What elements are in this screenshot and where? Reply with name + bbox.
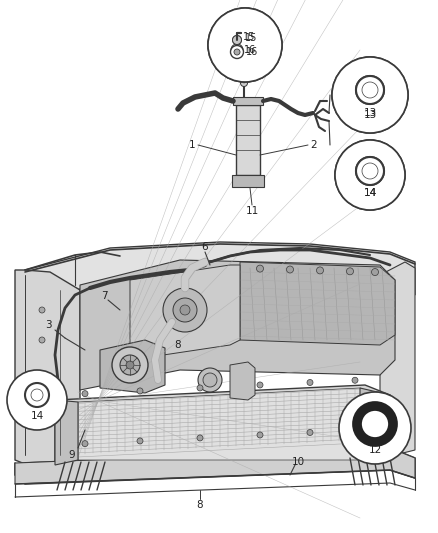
Circle shape bbox=[197, 385, 203, 391]
Text: 8: 8 bbox=[197, 500, 203, 510]
Circle shape bbox=[163, 288, 207, 332]
Circle shape bbox=[362, 82, 378, 98]
Text: 14: 14 bbox=[30, 411, 44, 421]
Circle shape bbox=[208, 8, 282, 82]
Circle shape bbox=[231, 44, 243, 56]
Text: 7: 7 bbox=[101, 291, 107, 301]
Circle shape bbox=[7, 370, 67, 430]
Circle shape bbox=[39, 307, 45, 313]
Circle shape bbox=[356, 76, 384, 104]
Text: 16: 16 bbox=[244, 45, 256, 55]
Polygon shape bbox=[15, 270, 80, 468]
Circle shape bbox=[332, 57, 408, 133]
Circle shape bbox=[137, 438, 143, 444]
Text: 12: 12 bbox=[368, 445, 381, 455]
Text: 16: 16 bbox=[246, 47, 258, 57]
Circle shape bbox=[371, 269, 378, 276]
Circle shape bbox=[362, 82, 378, 98]
Circle shape bbox=[198, 368, 222, 392]
Circle shape bbox=[233, 36, 241, 44]
Circle shape bbox=[317, 267, 324, 274]
Text: 6: 6 bbox=[201, 242, 208, 252]
Polygon shape bbox=[130, 265, 240, 360]
Circle shape bbox=[362, 163, 378, 179]
Circle shape bbox=[137, 388, 143, 394]
Circle shape bbox=[233, 36, 241, 44]
Circle shape bbox=[307, 430, 313, 435]
Circle shape bbox=[335, 140, 405, 210]
Circle shape bbox=[362, 163, 378, 179]
Circle shape bbox=[31, 389, 43, 401]
Polygon shape bbox=[78, 388, 382, 460]
Polygon shape bbox=[360, 388, 390, 460]
Circle shape bbox=[339, 392, 411, 464]
Circle shape bbox=[39, 377, 45, 383]
Circle shape bbox=[286, 266, 293, 273]
Circle shape bbox=[234, 49, 240, 55]
Polygon shape bbox=[100, 340, 165, 393]
Polygon shape bbox=[55, 385, 390, 465]
Polygon shape bbox=[380, 262, 415, 455]
Circle shape bbox=[208, 8, 282, 82]
Text: 14: 14 bbox=[364, 188, 377, 198]
Circle shape bbox=[356, 76, 384, 104]
Text: 3: 3 bbox=[45, 320, 51, 330]
Polygon shape bbox=[55, 400, 78, 465]
Circle shape bbox=[39, 417, 45, 423]
Text: 15: 15 bbox=[245, 33, 257, 43]
Circle shape bbox=[197, 435, 203, 441]
Polygon shape bbox=[230, 362, 255, 400]
Circle shape bbox=[352, 377, 358, 383]
Circle shape bbox=[173, 298, 197, 322]
Circle shape bbox=[346, 268, 353, 275]
Circle shape bbox=[257, 382, 263, 388]
Circle shape bbox=[352, 427, 358, 433]
Polygon shape bbox=[232, 175, 264, 187]
Polygon shape bbox=[15, 448, 415, 484]
Circle shape bbox=[234, 47, 240, 53]
Circle shape bbox=[112, 347, 148, 383]
Text: 2: 2 bbox=[311, 140, 317, 150]
Circle shape bbox=[230, 45, 244, 59]
Circle shape bbox=[39, 337, 45, 343]
Polygon shape bbox=[236, 105, 260, 175]
Circle shape bbox=[25, 383, 49, 407]
Text: 8: 8 bbox=[175, 340, 181, 350]
Text: 10: 10 bbox=[291, 457, 304, 467]
Polygon shape bbox=[240, 262, 395, 345]
Circle shape bbox=[82, 391, 88, 397]
Circle shape bbox=[257, 265, 264, 272]
Text: 13: 13 bbox=[364, 110, 377, 120]
Circle shape bbox=[332, 57, 408, 133]
Circle shape bbox=[203, 373, 217, 387]
Circle shape bbox=[357, 406, 393, 442]
Circle shape bbox=[335, 140, 405, 210]
Circle shape bbox=[240, 79, 247, 86]
Text: 13: 13 bbox=[364, 108, 377, 118]
Polygon shape bbox=[25, 242, 415, 302]
Polygon shape bbox=[233, 97, 263, 105]
Circle shape bbox=[356, 157, 384, 185]
Circle shape bbox=[126, 361, 134, 369]
Text: 15: 15 bbox=[243, 32, 255, 42]
Circle shape bbox=[356, 157, 384, 185]
Circle shape bbox=[307, 379, 313, 385]
Circle shape bbox=[82, 441, 88, 447]
Circle shape bbox=[180, 305, 190, 315]
Text: 11: 11 bbox=[245, 206, 258, 216]
Polygon shape bbox=[80, 260, 395, 390]
Circle shape bbox=[257, 432, 263, 438]
Text: 1: 1 bbox=[189, 140, 195, 150]
Text: 9: 9 bbox=[69, 450, 75, 460]
Text: 14: 14 bbox=[364, 188, 377, 198]
Circle shape bbox=[120, 355, 140, 375]
